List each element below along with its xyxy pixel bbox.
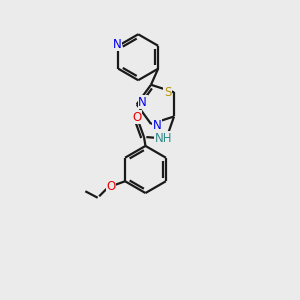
Text: N: N (138, 95, 147, 109)
Text: O: O (133, 111, 142, 124)
Text: O: O (106, 180, 116, 193)
Text: NH: NH (155, 132, 172, 145)
Text: S: S (164, 86, 171, 99)
Text: N: N (152, 119, 161, 132)
Text: N: N (112, 38, 121, 51)
